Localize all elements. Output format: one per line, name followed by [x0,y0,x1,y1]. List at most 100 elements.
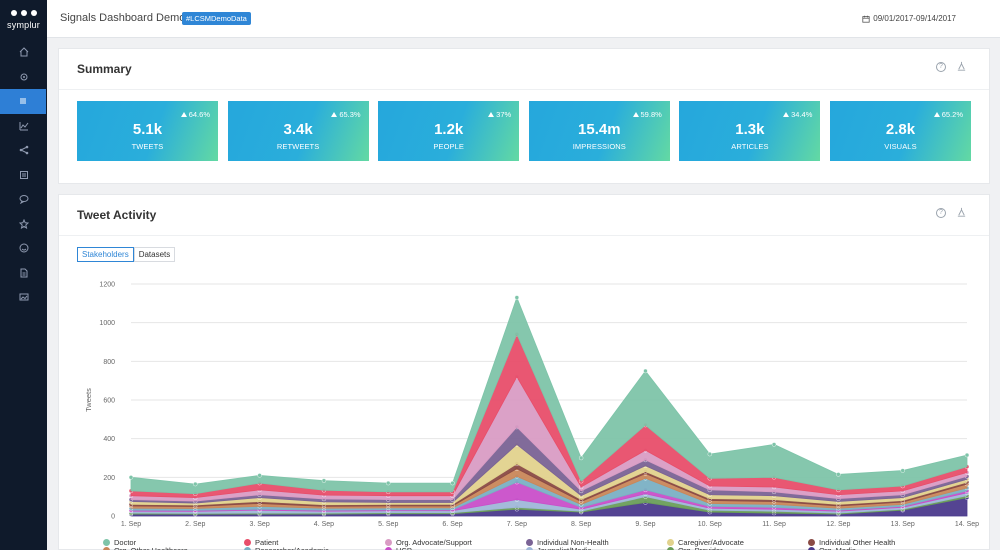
data-point [128,475,134,480]
metric-change: 59.8% [632,110,662,119]
metric-value: 1.3k [735,121,765,138]
metric-value: 3.4k [283,121,313,138]
sidebar-item-chat[interactable] [0,187,47,212]
help-icon[interactable]: ? [936,61,946,72]
sidebar-nav [0,40,47,310]
sidebar-item-file[interactable] [0,261,47,286]
data-point [450,480,455,486]
legend-dot-icon [808,539,815,546]
x-tick-label: 5. Sep [378,521,398,528]
y-tick-label: 1200 [99,282,115,289]
metric-tile-retweets[interactable]: 65.3% 3.4k RETWEETS [227,101,369,161]
y-axis-label: Tweets [84,388,93,412]
export-icon[interactable] [956,207,967,218]
header: Signals Dashboard Demo #LCSMDemoData 09/… [47,0,1000,38]
legend-item[interactable]: Patient [244,538,278,547]
sidebar-item-smiley[interactable] [0,236,47,261]
arrow-up-icon [180,112,187,117]
sidebar-item-home[interactable] [0,40,47,65]
activity-tools: ? [936,207,967,218]
metric-tile-tweets[interactable]: 64.6% 5.1k TWEETS [77,101,218,161]
document-icon [19,170,28,179]
summary-tools: ? [936,61,967,72]
sidebar-item-share[interactable] [0,138,47,163]
legend-label: Researcher/Academic [255,546,329,550]
file-icon [20,268,27,278]
metric-label: RETWEETS [276,142,320,151]
metric-tile-visuals[interactable]: 65.2% 2.8k VISUALS [830,101,971,161]
date-range-picker[interactable]: 09/01/2017-09/14/2017 [862,14,956,23]
logo[interactable]: symplur [0,6,47,30]
sidebar-item-summary[interactable] [0,89,46,114]
legend-item[interactable]: Doctor [103,538,136,547]
metric-change: 65.2% [933,110,963,119]
legend-item[interactable]: Journalist/Media [526,546,592,550]
line-chart-icon [19,121,28,131]
y-tick-label: 400 [103,436,115,443]
export-icon[interactable] [956,61,967,72]
legend-item[interactable]: Org. Media [808,546,856,550]
sidebar-item-image[interactable] [0,285,47,310]
x-tick-label: 4. Sep [314,521,334,528]
metric-label: IMPRESSIONS [572,142,626,151]
metric-value: 1.2k [434,121,464,138]
legend-label: Org. Advocate/Support [396,538,472,547]
legend-item[interactable]: Individual Other Health [808,538,895,547]
legend-dot-icon [103,547,110,550]
tweet-activity-title: Tweet Activity [77,208,157,222]
sidebar-item-gear[interactable] [0,65,47,90]
y-tick-label: 0 [111,514,115,521]
metric-label: ARTICLES [731,142,769,151]
sidebar-item-line-chart[interactable] [0,114,47,139]
hashtag-badge[interactable]: #LCSMDemoData [182,12,251,25]
data-point [193,481,198,487]
tab-datasets[interactable]: Datasets [133,247,176,262]
help-icon[interactable]: ? [936,207,946,218]
share-icon [19,145,28,155]
legend-dot-icon [667,547,674,550]
metric-value: 5.1k [132,121,163,138]
legend-item[interactable]: HCP [385,546,412,550]
x-tick-label: 9. Sep [635,521,655,528]
legend-label: Journalist/Media [537,546,592,550]
metric-change: 64.6% [180,110,210,119]
metric-tile-people[interactable]: 37% 1.2k PEOPLE [378,101,520,161]
metric-change-value: 65.2% [941,110,963,119]
x-tick-label: 14. Sep [955,521,979,528]
legend-item[interactable]: Org. Other Healthcare [103,546,188,550]
metric-change-value: 59.8% [640,110,662,119]
legend-item[interactable]: Caregiver/Advocate [667,538,744,547]
data-point [321,478,327,483]
star-icon [18,218,29,229]
metric-tile-articles[interactable]: 34.4% 1.3k ARTICLES [679,101,821,161]
legend-label: Patient [255,538,279,547]
metric-tile-impressions[interactable]: 59.8% 15.4m IMPRESSIONS [528,101,670,161]
legend-dot-icon [103,539,110,546]
page-title: Signals Dashboard Demo [60,12,186,24]
legend-item[interactable]: Org. Advocate/Support [385,538,472,547]
tweet-activity-chart: 0 200 400 600 800 1000 1200 1. Sep 2. Sep 3. Sep 4… [84,282,979,529]
legend-item[interactable]: Org. Provider [667,546,723,550]
legend-dot-icon [667,539,674,546]
legend-item[interactable]: Researcher/Academic [244,546,329,550]
legend-dot-icon [244,539,251,546]
legend-dot-icon [385,547,392,550]
divider [59,235,989,236]
metric-label: TWEETS [131,142,164,151]
tab-stakeholders[interactable]: Stakeholders [77,247,134,262]
legend-label: Org. Media [819,546,856,550]
arrow-up-icon [331,112,338,117]
data-point [771,442,777,447]
data-point [836,472,841,477]
legend-item[interactable]: Individual Non-Health [526,538,609,547]
divider [59,89,989,90]
y-tick-label: 1000 [99,320,115,327]
calendar-icon [862,15,870,23]
metric-change: 37% [488,110,511,119]
sidebar-item-star[interactable] [0,212,47,237]
sidebar-item-document[interactable] [0,163,47,188]
logo-dots-icon [0,10,47,16]
legend-dot-icon [808,547,815,550]
y-tick-label: 600 [103,398,115,405]
gear-icon [20,73,27,81]
